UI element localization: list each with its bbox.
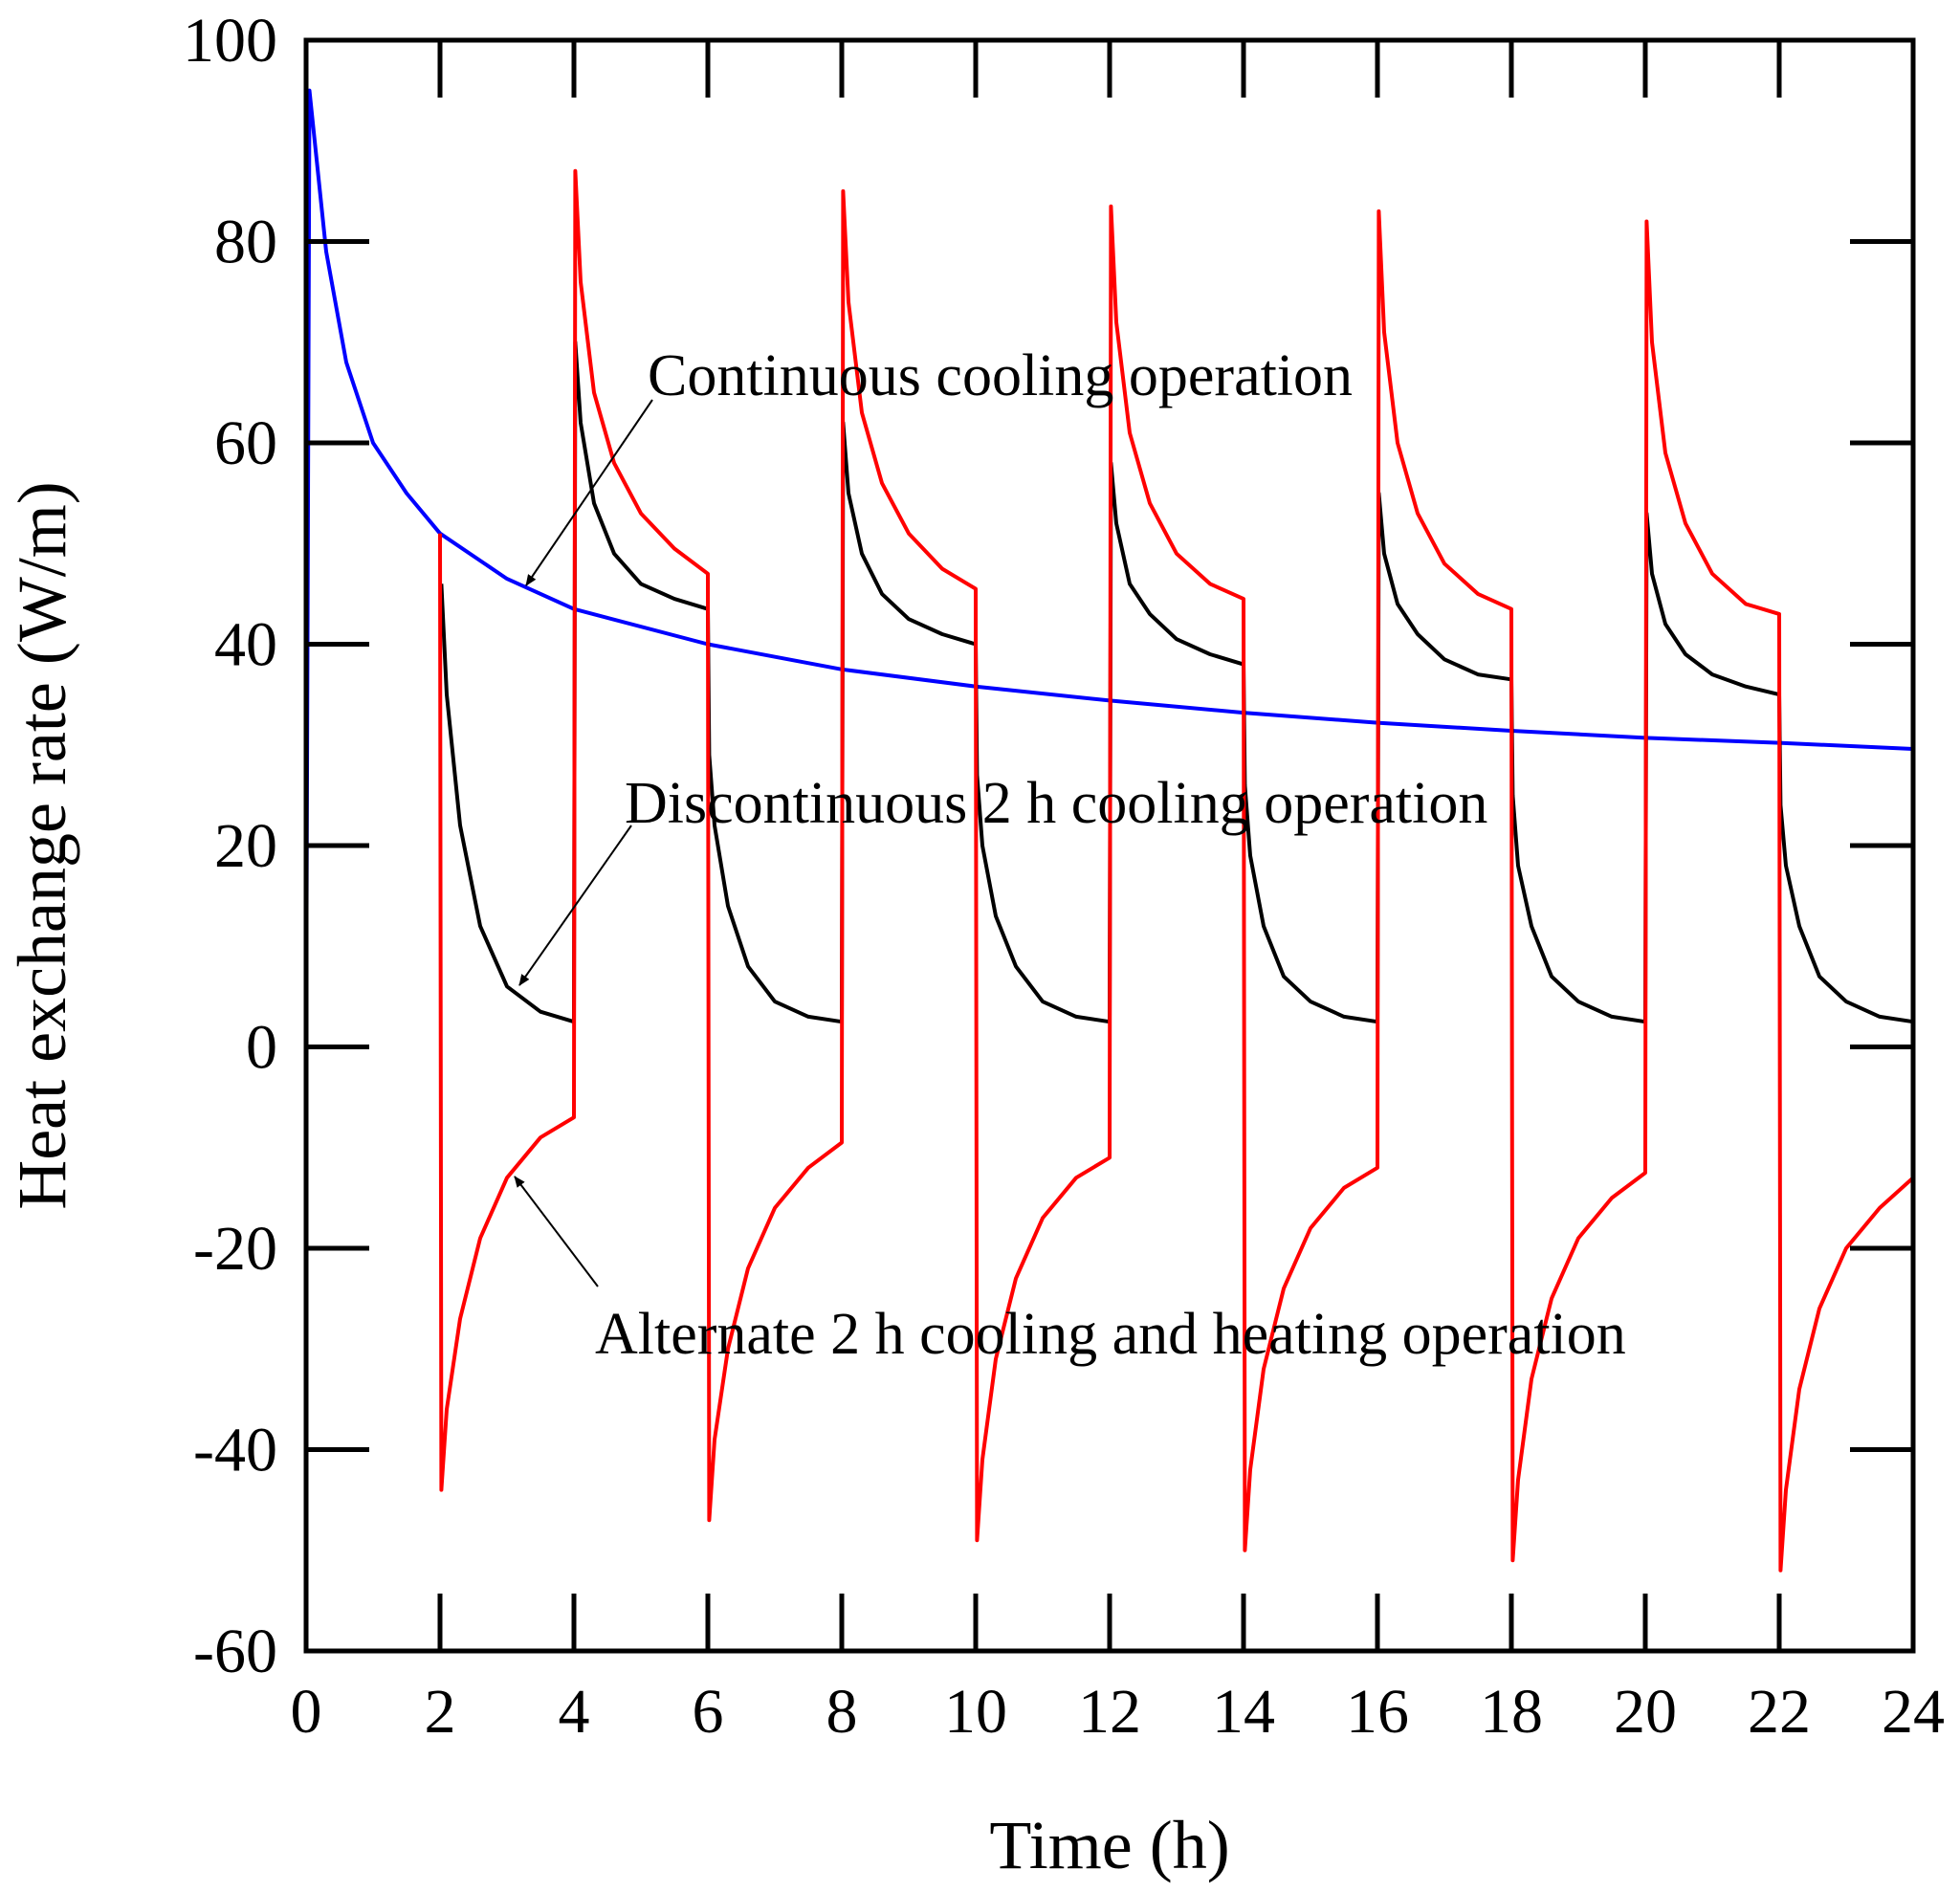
y-ticks: -60 -40 -20 0 20 40 60 80 100 [183, 6, 1913, 1686]
x-tick-label: 22 [1748, 1677, 1811, 1747]
annotation-alternate: Alternate 2 h cooling and heating operat… [595, 1302, 1626, 1367]
x-tick-label: 24 [1882, 1677, 1945, 1747]
plot-lines [304, 88, 1915, 1573]
y-tick-label: -40 [193, 1416, 277, 1485]
x-tick-label: 14 [1212, 1677, 1275, 1747]
y-tick-label: 80 [214, 208, 277, 277]
annotation-arrow-discontinuous [518, 825, 632, 986]
annotation-arrow-alternate [514, 1176, 599, 1287]
y-tick-label: 40 [214, 610, 277, 680]
y-tick-label: -60 [193, 1617, 277, 1686]
x-tick-label: 6 [693, 1677, 724, 1747]
x-tick-label: 18 [1480, 1677, 1543, 1747]
x-tick-label: 20 [1614, 1677, 1677, 1747]
y-tick-label: 0 [246, 1013, 277, 1083]
x-tick-label: 8 [826, 1677, 858, 1747]
annotation-arrow-continuous [525, 399, 653, 586]
x-tick-label: 4 [559, 1677, 590, 1747]
x-tick-label: 12 [1078, 1677, 1141, 1747]
series-line-2 [438, 168, 1915, 1573]
y-tick-label: 100 [183, 6, 277, 76]
y-tick-label: 20 [214, 811, 277, 881]
annotation-continuous: Continuous cooling operation [648, 343, 1353, 408]
x-tick-label: 16 [1346, 1677, 1409, 1747]
annotation-discontinuous: Discontinuous 2 h cooling operation [625, 771, 1487, 836]
y-tick-label: 60 [214, 408, 277, 478]
x-axis-title: Time (h) [989, 1807, 1229, 1883]
x-tick-label: 2 [425, 1677, 456, 1747]
y-tick-label: -20 [193, 1214, 277, 1284]
x-tick-label: 0 [291, 1677, 322, 1747]
y-axis-title: Heat exchange rate (W/m) [4, 481, 80, 1210]
x-tick-label: 10 [944, 1677, 1007, 1747]
series-line-1 [439, 340, 1914, 1024]
x-ticks: 0 2 4 6 8 10 12 14 16 18 20 22 24 [291, 40, 1945, 1747]
